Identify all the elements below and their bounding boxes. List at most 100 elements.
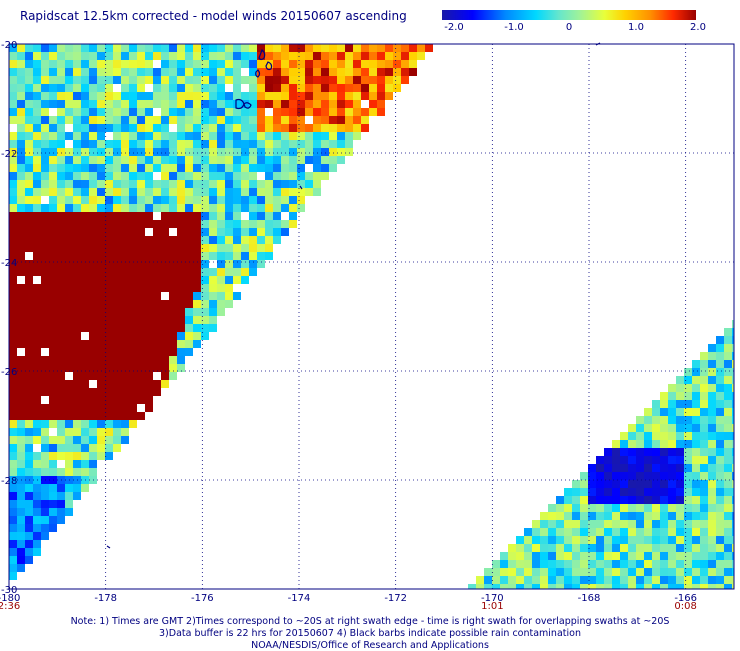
wind-cell xyxy=(660,432,668,440)
wind-cell xyxy=(313,116,321,124)
wind-cell xyxy=(49,276,57,284)
wind-cell xyxy=(49,244,57,252)
wind-cell xyxy=(145,252,153,260)
wind-cell xyxy=(297,132,305,140)
wind-cell xyxy=(297,204,305,212)
wind-cell xyxy=(417,44,425,52)
wind-cell xyxy=(153,364,161,372)
wind-cell xyxy=(153,348,161,356)
wind-cell xyxy=(89,156,97,164)
wind-cell xyxy=(700,480,708,488)
wind-cell xyxy=(676,400,684,408)
wind-cell xyxy=(708,400,716,408)
wind-cell xyxy=(732,368,734,376)
wind-cell xyxy=(137,244,145,252)
wind-cell xyxy=(41,116,49,124)
wind-cell xyxy=(89,172,97,180)
wind-cell xyxy=(89,452,97,460)
wind-cell xyxy=(425,44,433,52)
wind-cell xyxy=(732,400,734,408)
wind-cell xyxy=(652,512,660,520)
wind-cell xyxy=(113,204,121,212)
wind-cell xyxy=(684,456,692,464)
wind-cell xyxy=(201,100,209,108)
wind-cell xyxy=(129,236,137,244)
wind-cell xyxy=(121,340,129,348)
wind-cell xyxy=(89,212,97,220)
wind-cell xyxy=(9,164,17,172)
wind-cell xyxy=(73,388,81,396)
wind-cell xyxy=(41,356,49,364)
wind-cell xyxy=(700,384,708,392)
wind-cell xyxy=(89,84,97,92)
wind-cell xyxy=(361,84,369,92)
wind-cell xyxy=(305,124,313,132)
wind-cell xyxy=(313,140,321,148)
wind-cell xyxy=(73,284,81,292)
wind-cell xyxy=(9,236,17,244)
wind-cell xyxy=(249,116,257,124)
wind-cell xyxy=(89,228,97,236)
wind-cell xyxy=(73,116,81,124)
wind-cell xyxy=(201,204,209,212)
wind-cell xyxy=(716,344,724,352)
wind-cell xyxy=(33,124,41,132)
wind-cell xyxy=(105,236,113,244)
wind-cell xyxy=(65,172,73,180)
wind-cell xyxy=(153,300,161,308)
wind-cell xyxy=(25,380,33,388)
wind-cell xyxy=(265,116,273,124)
wind-cell xyxy=(708,448,716,456)
wind-cell xyxy=(17,84,25,92)
wind-cell xyxy=(33,420,41,428)
wind-cell xyxy=(281,180,289,188)
wind-cell xyxy=(121,108,129,116)
wind-cell xyxy=(700,448,708,456)
wind-cell xyxy=(161,124,169,132)
wind-cell xyxy=(161,76,169,84)
wind-cell xyxy=(65,76,73,84)
wind-cell xyxy=(393,60,401,68)
wind-cell xyxy=(604,568,612,576)
wind-cell xyxy=(9,196,17,204)
wind-cell xyxy=(249,92,257,100)
wind-cell xyxy=(81,236,89,244)
wind-cell xyxy=(281,100,289,108)
wind-cell xyxy=(169,340,177,348)
wind-cell xyxy=(33,244,41,252)
wind-cell xyxy=(660,440,668,448)
lon-tick-label: -180 xyxy=(0,593,20,604)
wind-cell xyxy=(105,420,113,428)
wind-cell xyxy=(297,140,305,148)
wind-cell xyxy=(57,300,65,308)
wind-cell xyxy=(532,568,540,576)
wind-cell xyxy=(337,116,345,124)
wind-cell xyxy=(692,552,700,560)
wind-cell xyxy=(353,52,361,60)
wind-cell xyxy=(508,568,516,576)
wind-cell xyxy=(193,108,201,116)
wind-cell xyxy=(612,496,620,504)
wind-cell xyxy=(161,372,169,380)
wind-cell xyxy=(217,220,225,228)
wind-cell xyxy=(201,244,209,252)
wind-cell xyxy=(660,520,668,528)
wind-cell xyxy=(177,196,185,204)
wind-cell xyxy=(233,212,241,220)
wind-cell xyxy=(81,220,89,228)
wind-cell xyxy=(17,452,25,460)
wind-cell xyxy=(265,204,273,212)
wind-cell xyxy=(572,528,580,536)
wind-cell xyxy=(73,124,81,132)
wind-cell xyxy=(81,76,89,84)
wind-cell xyxy=(732,376,734,384)
wind-cell xyxy=(209,172,217,180)
wind-cell xyxy=(321,116,329,124)
wind-cell xyxy=(137,380,145,388)
wind-cell xyxy=(81,292,89,300)
wind-cell xyxy=(17,252,25,260)
wind-cell xyxy=(257,260,265,268)
wind-cell xyxy=(708,456,716,464)
wind-cell xyxy=(297,76,305,84)
wind-cell xyxy=(604,496,612,504)
